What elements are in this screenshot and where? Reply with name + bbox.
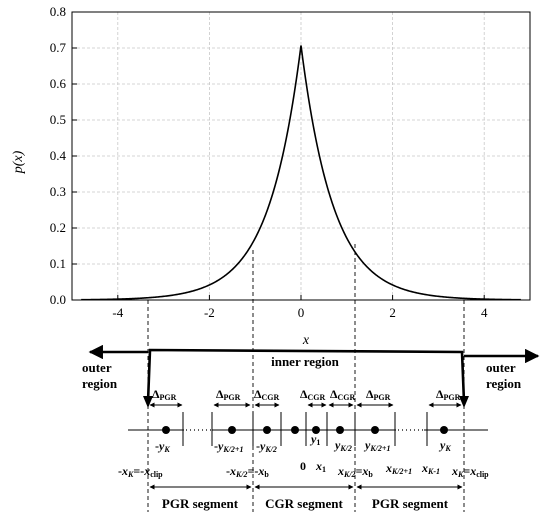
x-tick-label: 4: [481, 305, 488, 320]
svg-text:-yK/2: -yK/2: [256, 439, 277, 454]
svg-text:xK/2+1: xK/2+1: [385, 461, 412, 476]
zero-label: 0: [300, 459, 306, 473]
y-tick-label: 0.5: [50, 112, 66, 127]
y-tick-label: 0.7: [50, 40, 67, 55]
inner-right-arrowhead: [459, 396, 469, 408]
x-tick-label: 0: [298, 305, 305, 320]
dashed-guides: [147, 244, 465, 512]
x-axis-label: x: [302, 333, 310, 348]
svg-text:xK/2=xb: xK/2=xb: [337, 464, 373, 479]
reconstruction-labels: -yK -yK/2+1 -yK/2 y1 yK/2 yK/2+1 yK: [155, 432, 451, 454]
svg-text:ΔCGR: ΔCGR: [254, 387, 280, 402]
svg-text:-xK=-xclip: -xK=-xclip: [118, 464, 163, 479]
outer-region-right-label-1: outer: [486, 360, 516, 375]
region-markers: outer region inner region outer region: [82, 344, 540, 408]
y-tick-label: 0.8: [50, 4, 66, 19]
x-tick-label: -4: [112, 305, 123, 320]
y-tick-label: 0.1: [50, 256, 66, 271]
inner-region-bracket: [146, 348, 466, 403]
svg-text:ΔPGR: ΔPGR: [366, 387, 391, 402]
svg-text:ΔCGR: ΔCGR: [300, 387, 326, 402]
svg-text:ΔPGR: ΔPGR: [216, 387, 241, 402]
pdf-curve: [81, 45, 521, 301]
y-tick-label: 0.4: [50, 148, 67, 163]
svg-text:ΔCGR: ΔCGR: [330, 387, 356, 402]
svg-text:-yK: -yK: [155, 439, 170, 454]
cgr-segment-label: CGR segment: [265, 496, 343, 511]
y-tick-label: 0.0: [50, 292, 66, 307]
outer-region-left-label-2: region: [82, 376, 118, 391]
svg-text:xK=xclip: xK=xclip: [451, 464, 489, 479]
y-tick-label: 0.3: [50, 184, 66, 199]
y-axis-label: p(x): [11, 150, 26, 174]
svg-text:yK/2+1: yK/2+1: [363, 438, 390, 453]
svg-text:-yK/2+1: -yK/2+1: [214, 439, 243, 454]
svg-text:xK-1: xK-1: [421, 461, 440, 476]
svg-text:yK: yK: [438, 438, 451, 453]
outer-region-right-label-2: region: [486, 376, 522, 391]
inner-region-label: inner region: [271, 354, 340, 369]
svg-text:-xK/2=-xb: -xK/2=-xb: [226, 464, 269, 479]
chart-grid: [72, 12, 530, 300]
svg-text:ΔPGR: ΔPGR: [152, 387, 177, 402]
step-size-labels: ΔPGR ΔPGR ΔCGR ΔCGR ΔCGR ΔPGR ΔPGR: [152, 387, 461, 402]
y-tick-label: 0.2: [50, 220, 66, 235]
pdf-chart: 0.0 0.1 0.2 0.3 0.4 0.5 0.6 0.7 0.8 -4 -2 0 2 4 p(x)…: [11, 4, 531, 348]
svg-text:x1: x1: [315, 459, 326, 474]
quantizer-axis: [128, 412, 488, 446]
x-tick-label: 2: [389, 305, 396, 320]
pgr-segment-left-label: PGR segment: [162, 496, 239, 511]
y-tick-label: 0.6: [50, 76, 67, 91]
svg-text:yK/2: yK/2: [333, 438, 352, 453]
x-tick-label: -2: [204, 305, 215, 320]
inner-left-arrowhead: [143, 396, 153, 408]
pgr-segment-right-label: PGR segment: [372, 496, 449, 511]
y-ticks: 0.0 0.1 0.2 0.3 0.4 0.5 0.6 0.7 0.8: [50, 4, 77, 307]
outer-region-left-label-1: outer: [82, 360, 112, 375]
threshold-labels: -xK=-xclip -xK/2=-xb 0 x1 xK/2=xb xK/2+1…: [118, 459, 489, 479]
svg-text:ΔPGR: ΔPGR: [436, 387, 461, 402]
plot-frame: [71, 11, 531, 301]
svg-text:y1: y1: [309, 432, 320, 447]
x-ticks: -4 -2 0 2 4: [112, 295, 488, 320]
